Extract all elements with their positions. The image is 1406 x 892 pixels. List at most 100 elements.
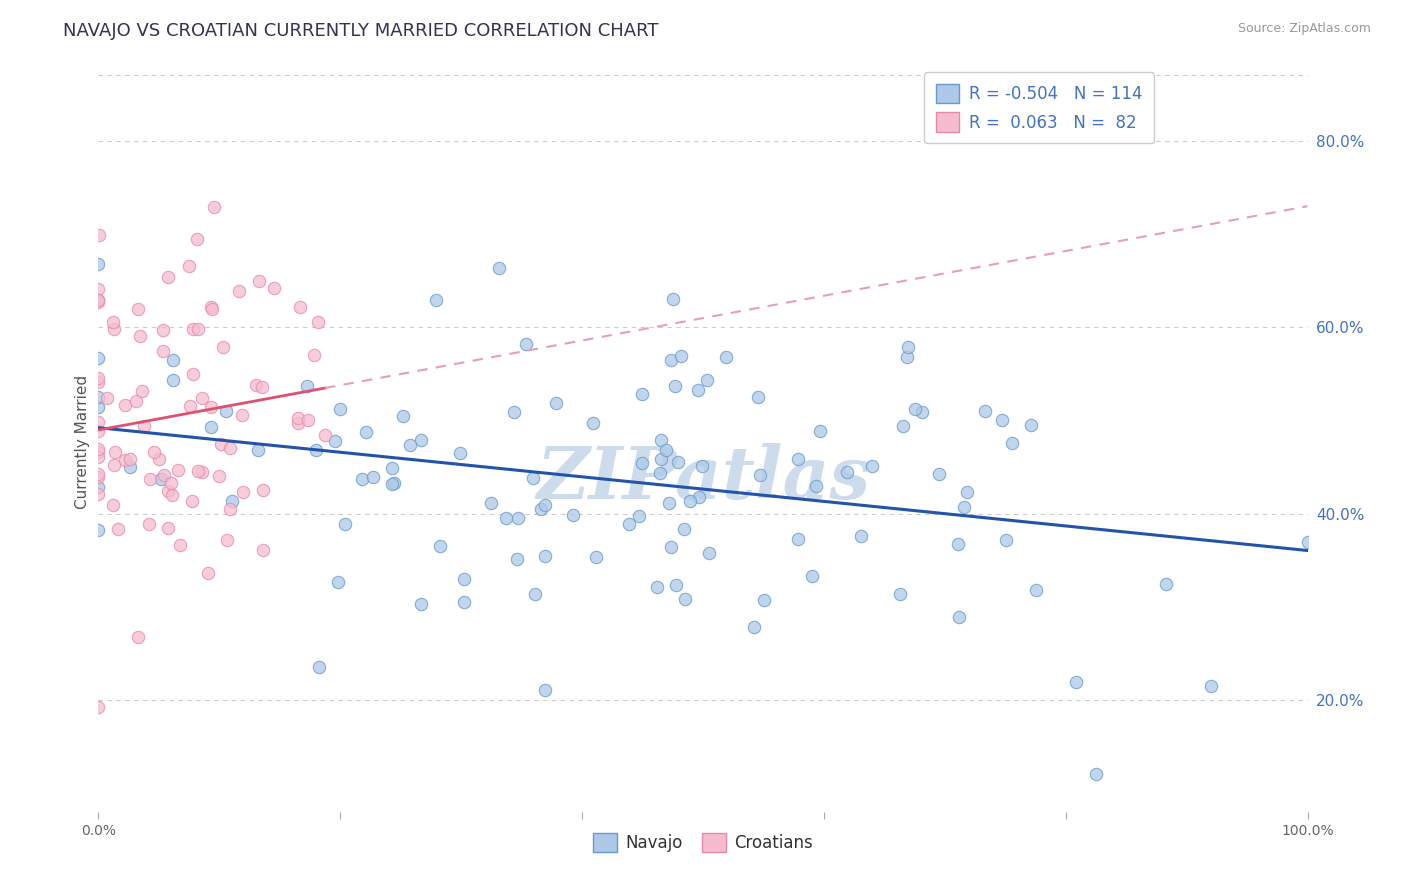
Point	[153, 467, 176, 482]
Point	[87, 293, 110, 307]
Point	[495, 511, 517, 525]
Point	[209, 436, 232, 450]
Text: ZIPatlas: ZIPatlas	[536, 443, 870, 514]
Point	[1296, 535, 1319, 549]
Point	[952, 500, 974, 515]
Point	[325, 434, 347, 448]
Point	[104, 445, 127, 459]
Point	[101, 498, 124, 512]
Point	[87, 486, 110, 500]
Point	[411, 597, 433, 611]
Point	[326, 574, 349, 589]
Point	[152, 344, 174, 359]
Point	[179, 259, 201, 273]
Point	[1154, 577, 1177, 591]
Point	[181, 322, 204, 336]
Point	[308, 660, 330, 674]
Point	[1001, 435, 1024, 450]
Point	[801, 568, 824, 582]
Point	[87, 450, 110, 464]
Point	[911, 405, 934, 419]
Point	[806, 479, 828, 493]
Point	[131, 384, 153, 398]
Point	[666, 455, 689, 469]
Point	[87, 467, 110, 481]
Point	[1064, 675, 1087, 690]
Point	[127, 631, 149, 645]
Point	[181, 494, 204, 508]
Point	[305, 443, 328, 458]
Point	[200, 401, 222, 415]
Point	[619, 516, 641, 531]
Point	[1025, 582, 1047, 597]
Point	[186, 232, 208, 246]
Point	[479, 496, 502, 510]
Point	[252, 543, 274, 558]
Point	[835, 465, 858, 479]
Point	[697, 546, 720, 560]
Point	[453, 572, 475, 586]
Point	[160, 487, 183, 501]
Point	[392, 409, 415, 423]
Point	[808, 424, 831, 438]
Point	[200, 301, 222, 315]
Point	[87, 523, 110, 537]
Point	[87, 700, 110, 714]
Point	[87, 401, 110, 415]
Point	[157, 269, 180, 284]
Point	[659, 540, 682, 554]
Point	[1084, 767, 1107, 781]
Point	[363, 470, 385, 484]
Point	[87, 470, 110, 484]
Point	[786, 532, 808, 546]
Point	[329, 402, 352, 417]
Point	[247, 443, 270, 458]
Point	[534, 498, 557, 512]
Point	[250, 380, 273, 394]
Point	[87, 442, 110, 457]
Point	[381, 477, 404, 491]
Point	[658, 496, 681, 510]
Point	[87, 445, 110, 459]
Point	[107, 522, 129, 536]
Point	[308, 316, 330, 330]
Point	[897, 340, 920, 354]
Point	[534, 549, 557, 563]
Point	[87, 479, 110, 493]
Point	[411, 433, 433, 447]
Point	[297, 379, 319, 393]
Point	[297, 413, 319, 427]
Point	[449, 445, 471, 459]
Point	[219, 442, 242, 456]
Point	[197, 566, 219, 580]
Point	[688, 384, 710, 398]
Point	[650, 452, 672, 467]
Point	[118, 459, 141, 474]
Point	[506, 552, 529, 566]
Point	[696, 373, 718, 387]
Point	[87, 424, 110, 438]
Point	[562, 508, 585, 522]
Point	[302, 348, 325, 362]
Point	[245, 377, 267, 392]
Point	[896, 350, 918, 364]
Point	[664, 379, 686, 393]
Point	[148, 451, 170, 466]
Point	[190, 391, 212, 405]
Point	[87, 371, 110, 385]
Point	[200, 420, 222, 434]
Point	[162, 373, 184, 387]
Point	[747, 390, 769, 404]
Point	[150, 472, 173, 486]
Point	[669, 349, 692, 363]
Point	[96, 391, 118, 405]
Point	[218, 502, 240, 516]
Point	[534, 682, 557, 697]
Point	[488, 260, 510, 275]
Point	[974, 404, 997, 418]
Point	[87, 390, 110, 404]
Point	[673, 591, 696, 606]
Y-axis label: Currently Married: Currently Married	[75, 375, 90, 508]
Point	[860, 459, 883, 474]
Point	[247, 275, 270, 289]
